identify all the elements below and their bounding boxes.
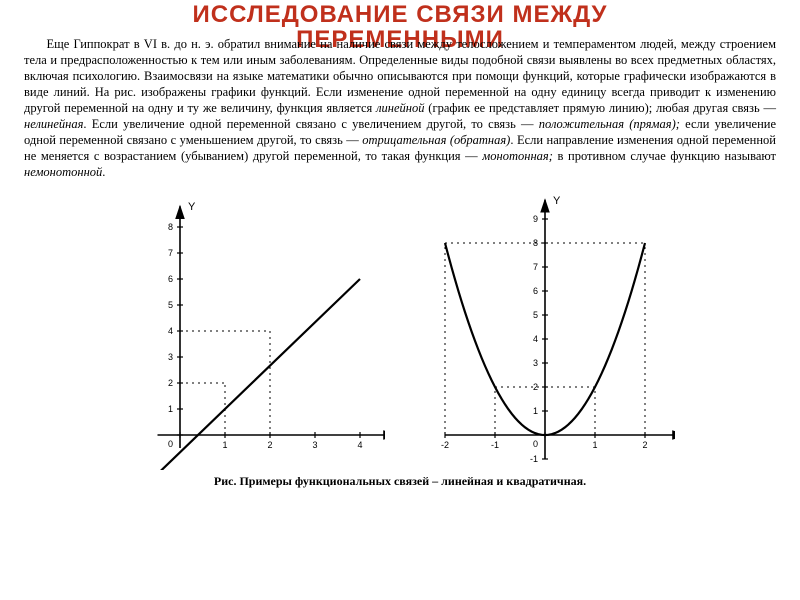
svg-text:4: 4 — [357, 440, 362, 450]
body-paragraph: Еще Гиппократ в VI в. до н. э. обратил в… — [24, 36, 776, 180]
t-i5: монотонная; — [482, 149, 553, 163]
svg-text:1: 1 — [168, 404, 173, 414]
svg-text:-1: -1 — [491, 440, 499, 450]
figure-caption: Рис. Примеры функциональных связей – лин… — [24, 474, 776, 489]
svg-text:7: 7 — [168, 248, 173, 258]
t-p2: (график ее представляет прямую линию); л… — [424, 101, 776, 115]
svg-text:5: 5 — [168, 300, 173, 310]
svg-text:7: 7 — [533, 262, 538, 272]
svg-text:Y: Y — [188, 202, 196, 214]
charts-row: 1234123456780XY -2-112-11234567890XY — [24, 190, 776, 470]
svg-text:8: 8 — [168, 222, 173, 232]
quadratic-chart: -2-112-11234567890XY — [415, 190, 675, 470]
t-i3: положительная (прямая); — [539, 117, 680, 131]
svg-text:0: 0 — [168, 439, 173, 449]
t-i4: отрицательная (обратная) — [362, 133, 510, 147]
svg-text:2: 2 — [642, 440, 647, 450]
t-p6: в противном случае функцию называют — [553, 149, 776, 163]
svg-text:9: 9 — [533, 214, 538, 224]
t-i6: немонотонной — [24, 165, 102, 179]
t-i2: нелинейная — [24, 117, 83, 131]
t-p3: . Если увеличение одной переменной связа… — [83, 117, 538, 131]
svg-text:-2: -2 — [441, 440, 449, 450]
svg-text:1: 1 — [592, 440, 597, 450]
t-i1: линейной — [376, 101, 424, 115]
svg-text:1: 1 — [533, 406, 538, 416]
title-line-1: ИССЛЕДОВАНИЕ СВЯЗИ МЕЖДУ — [193, 1, 608, 28]
svg-text:0: 0 — [533, 439, 538, 449]
svg-text:6: 6 — [168, 274, 173, 284]
svg-text:3: 3 — [533, 358, 538, 368]
svg-text:1: 1 — [222, 440, 227, 450]
svg-text:4: 4 — [168, 326, 173, 336]
svg-text:3: 3 — [168, 352, 173, 362]
svg-text:4: 4 — [533, 334, 538, 344]
svg-text:-1: -1 — [530, 454, 538, 464]
svg-text:3: 3 — [312, 440, 317, 450]
svg-text:2: 2 — [168, 378, 173, 388]
linear-chart: 1234123456780XY — [125, 190, 385, 470]
svg-text:6: 6 — [533, 286, 538, 296]
svg-text:2: 2 — [267, 440, 272, 450]
svg-text:5: 5 — [533, 310, 538, 320]
t-p7: . — [102, 165, 105, 179]
svg-text:Y: Y — [553, 195, 561, 207]
